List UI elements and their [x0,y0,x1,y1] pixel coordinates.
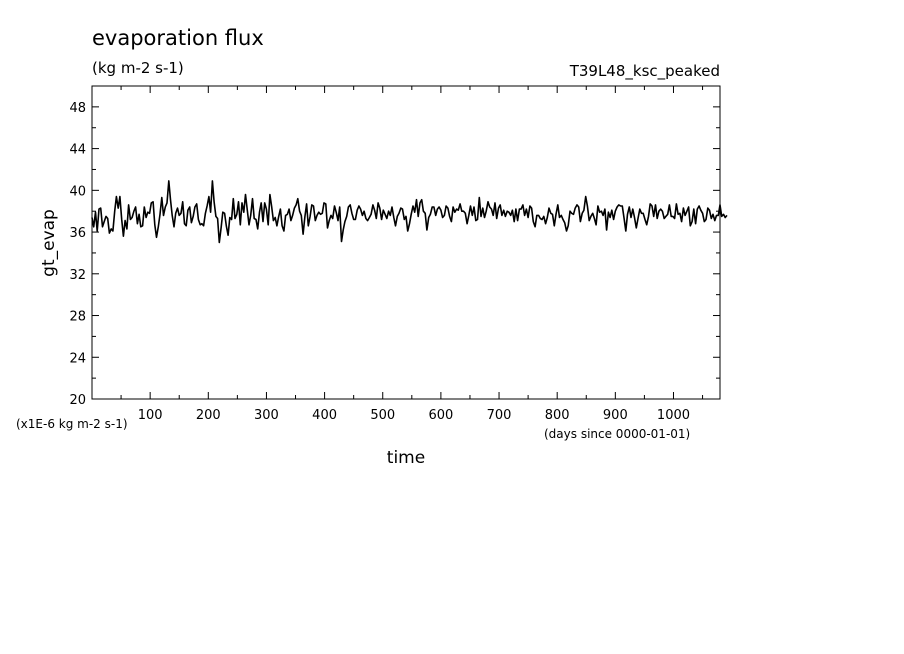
y-units-label: (x1E-6 kg m-2 s-1) [16,417,128,431]
x-tick-label: 1000 [657,408,690,423]
y-tick-label: 40 [69,184,86,199]
x-tick-label: 300 [254,408,279,423]
x-units-label: (days since 0000-01-01) [544,427,690,441]
series-group [91,180,728,244]
x-tick-label: 800 [545,408,570,423]
chart-subtitle: (kg m-2 s-1) [92,59,184,77]
y-tick-label: 24 [69,351,86,366]
chart-title: evaporation flux [92,26,264,50]
x-tick-label: 900 [603,408,628,423]
gt-evap-series-line [91,180,728,244]
x-tick-label: 600 [428,408,453,423]
plot-axes: 100 200 300 400 500 600 700 800 900 1000 20 24 28 32 3… [69,85,721,423]
y-tick-label: 44 [69,143,86,158]
y-tick-label: 32 [69,268,86,283]
y-tick-label: 20 [69,393,86,408]
x-tick-label: 700 [487,408,512,423]
plot-frame [91,85,721,400]
x-tick-label: 100 [138,408,163,423]
x-axis-label: time [387,448,425,468]
run-label: T39L48_ksc_peaked [569,62,720,81]
y-tick-label: 48 [69,101,86,116]
x-tick-label: 200 [196,408,221,423]
x-tick-label: 500 [370,408,395,423]
y-tick-label: 28 [69,310,86,325]
y-axis-label: gt_evap [39,209,59,277]
y-tick-label: 36 [69,226,86,241]
x-tick-label: 400 [312,408,337,423]
